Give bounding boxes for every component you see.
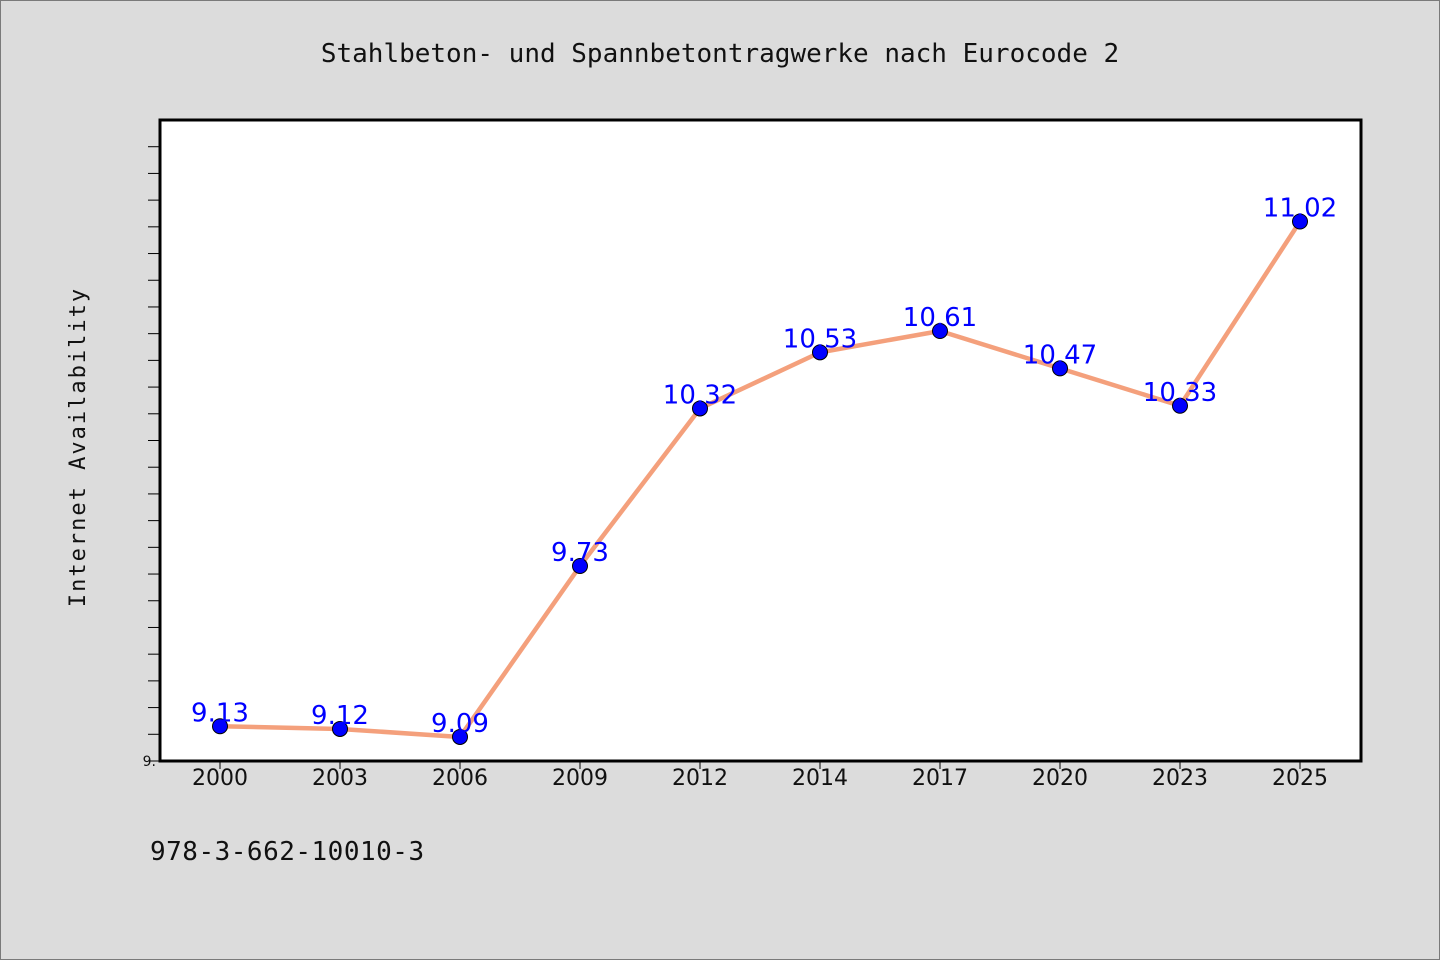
- data-label: 10.47: [1023, 340, 1097, 370]
- data-label: 9.73: [551, 538, 609, 568]
- data-point: [1052, 360, 1068, 377]
- y-axis-label: Internet Availability: [66, 287, 91, 607]
- x-tick-label: 2000: [192, 766, 248, 791]
- series-line: [217, 219, 1303, 740]
- data-point: [932, 322, 948, 339]
- y-tick-label: 9.: [143, 754, 156, 770]
- data-label: 10.61: [903, 303, 977, 333]
- data-label: 9.09: [431, 709, 489, 739]
- data-label: 10.53: [783, 324, 857, 354]
- x-tick-label: 2023: [1152, 766, 1208, 791]
- x-tick-label: 2020: [1032, 766, 1088, 791]
- data-point: [812, 344, 828, 361]
- x-axis-ticks: 2000 2003 2006 2009 2012 2014 2017 2020 2023 2025: [192, 761, 1328, 791]
- isbn-note: 978-3-662-10010-3: [150, 837, 425, 867]
- plot-area: [158, 118, 1363, 763]
- data-point: [212, 718, 228, 735]
- data-label: 10.33: [1143, 378, 1217, 408]
- x-tick-label: 2014: [792, 766, 848, 791]
- data-point: [572, 558, 588, 575]
- data-point: [332, 720, 348, 737]
- data-label-layer: 9.13 9.12 9.09 9.73 10.32 10.53 10.61 10.47 10.3…: [191, 193, 1337, 738]
- data-label: 10.32: [663, 380, 737, 410]
- x-tick-label: 2017: [912, 766, 968, 791]
- data-label: 11.02: [1263, 193, 1337, 223]
- x-tick-label: 2009: [552, 766, 608, 791]
- data-point: [692, 400, 708, 417]
- series-layer: [217, 219, 1303, 740]
- x-tick-label: 2025: [1272, 766, 1328, 791]
- marker-layer: [212, 213, 1308, 745]
- data-point: [1172, 397, 1188, 414]
- y-axis-ticks: 9.: [143, 146, 160, 770]
- x-tick-label: 2006: [432, 766, 488, 791]
- chart-title: Stahlbeton- und Spannbetontragwerke nach…: [321, 39, 1119, 69]
- x-tick-label: 2003: [312, 766, 368, 791]
- data-label: 9.12: [311, 701, 369, 731]
- data-point: [452, 728, 468, 745]
- data-point: [1292, 213, 1308, 230]
- data-label: 9.13: [191, 698, 249, 728]
- x-tick-label: 2012: [672, 766, 728, 791]
